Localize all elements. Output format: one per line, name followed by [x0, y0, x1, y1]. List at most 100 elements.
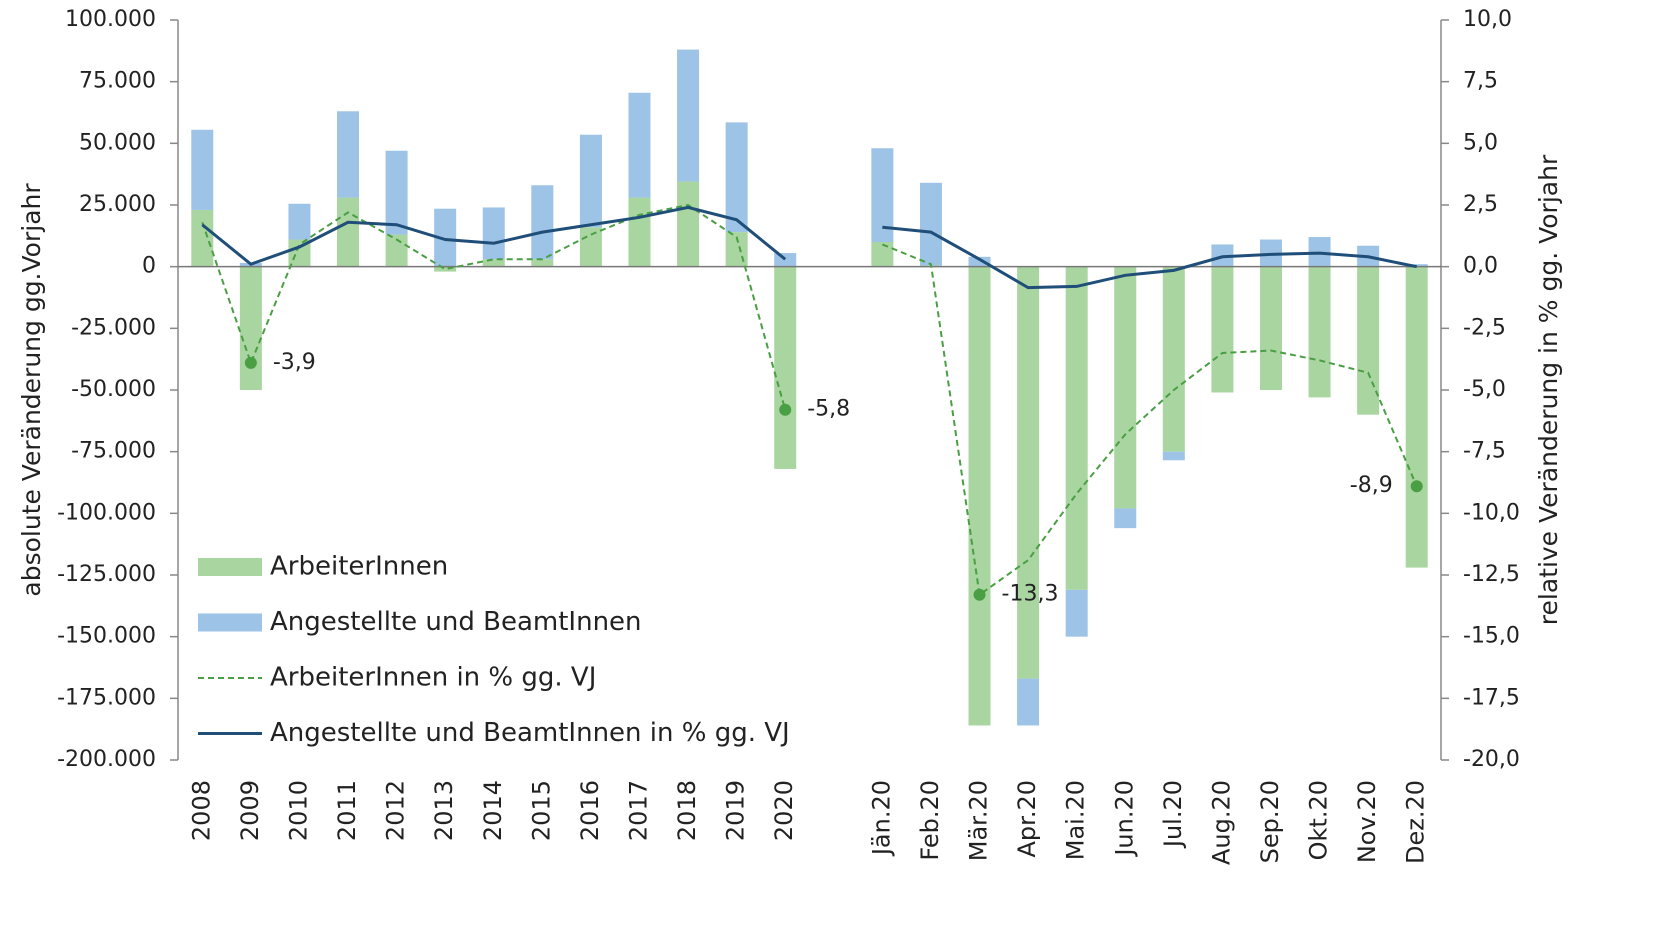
bar [337, 111, 360, 198]
y-axis-title: absolute Veränderung gg.Vorjahr [17, 183, 46, 597]
bar [337, 197, 360, 267]
bar [1308, 266, 1331, 398]
bar [1017, 266, 1040, 679]
y2-tick-label: -15,0 [1463, 624, 1520, 649]
bar [1405, 266, 1428, 568]
x-tick-label: Jun.20 [1110, 780, 1138, 858]
y-tick-label: -200.000 [57, 747, 156, 772]
legend-swatch [198, 558, 262, 576]
y-tick-label: -75.000 [71, 439, 156, 464]
x-tick-label: Aug.20 [1207, 780, 1235, 865]
y-tick-label: -50.000 [71, 377, 156, 402]
data-label: -13,3 [1002, 582, 1059, 607]
bar [919, 182, 942, 266]
y2-tick-label: 7,5 [1463, 69, 1498, 94]
data-label: -5,8 [807, 397, 850, 422]
y-tick-label: -100.000 [57, 500, 156, 525]
x-tick-label: Okt.20 [1305, 780, 1333, 860]
y-tick-label: 100.000 [65, 7, 156, 32]
x-tick-label: 2018 [673, 780, 701, 841]
data-label: -3,9 [273, 350, 316, 375]
bar [774, 253, 797, 267]
bar [1017, 678, 1040, 726]
x-tick-label: 2020 [770, 780, 798, 841]
y2-tick-label: -20,0 [1463, 747, 1520, 772]
y2-tick-label: -5,0 [1463, 377, 1506, 402]
x-tick-label: 2019 [722, 780, 750, 841]
y-tick-label: 25.000 [79, 192, 156, 217]
bar [725, 122, 748, 233]
point [1410, 480, 1423, 493]
y-tick-label: 50.000 [79, 130, 156, 155]
bar [677, 181, 700, 267]
x-tick-label: 2014 [479, 780, 507, 841]
x-tick-label: 2010 [284, 780, 312, 841]
legend-swatch [198, 613, 262, 632]
x-tick-label: 2013 [430, 780, 458, 841]
bar [531, 259, 554, 267]
bar [968, 256, 991, 267]
x-tick-label: Sep.20 [1256, 780, 1284, 863]
bar [871, 148, 894, 242]
bar [482, 207, 505, 260]
legend-label: Angestellte und BeamtInnen in % gg. VJ [270, 718, 790, 748]
bar [482, 259, 505, 267]
bar [677, 49, 700, 182]
bar [191, 209, 214, 267]
y-tick-label: 75.000 [79, 69, 156, 94]
bar [1259, 266, 1282, 390]
x-tick-label: Jän.20 [867, 780, 895, 857]
bar [1162, 266, 1185, 452]
x-tick-label: Nov.20 [1353, 780, 1381, 863]
bar [774, 266, 797, 469]
bar [628, 92, 651, 198]
x-tick-label: 2016 [576, 780, 604, 841]
bar [434, 208, 457, 267]
y2-tick-label: -17,5 [1463, 685, 1520, 710]
x-tick-label: 2015 [527, 780, 555, 841]
bar [1162, 451, 1185, 461]
bar [1357, 266, 1380, 415]
x-tick-label: 2009 [236, 780, 264, 841]
y-tick-label: -125.000 [57, 562, 156, 587]
bar [579, 227, 602, 267]
bar [1114, 266, 1137, 509]
y2-tick-label: 2,5 [1463, 192, 1498, 217]
x-tick-label: Apr.20 [1013, 780, 1041, 857]
bar [239, 266, 262, 390]
y-tick-label: 0 [142, 254, 156, 279]
bar [628, 197, 651, 267]
bar [1065, 266, 1088, 590]
x-tick-label: 2011 [333, 780, 361, 841]
data-label: -8,9 [1350, 473, 1393, 498]
legend-label: ArbeiterInnen [270, 552, 448, 582]
point [244, 356, 257, 369]
x-tick-label: 2017 [624, 780, 652, 841]
point [973, 588, 986, 601]
bar [1211, 266, 1234, 393]
line [201, 203, 1418, 597]
y-tick-label: -25.000 [71, 315, 156, 340]
bar [968, 266, 991, 726]
y2-tick-label: 10,0 [1463, 7, 1512, 32]
y2-tick-label: 0,0 [1463, 254, 1498, 279]
legend-label: ArbeiterInnen in % gg. VJ [270, 663, 596, 693]
x-tick-label: Feb.20 [916, 780, 944, 861]
bar [385, 150, 408, 235]
x-tick-label: Jul.20 [1159, 780, 1187, 849]
line [201, 205, 1418, 290]
y2-tick-label: -2,5 [1463, 315, 1506, 340]
x-tick-label: 2012 [382, 780, 410, 841]
x-tick-label: Mär.20 [965, 780, 993, 861]
bar [531, 185, 554, 260]
bar [579, 134, 602, 228]
bar [871, 242, 894, 267]
x-tick-label: Dez.20 [1402, 780, 1430, 864]
bar [434, 266, 457, 272]
y2-tick-label: -7,5 [1463, 439, 1506, 464]
bar [1114, 508, 1137, 529]
legend-label: Angestellte und BeamtInnen [270, 607, 642, 637]
bar [385, 234, 408, 267]
y2-axis-title: relative Veränderung in % gg. Vorjahr [1534, 154, 1563, 625]
